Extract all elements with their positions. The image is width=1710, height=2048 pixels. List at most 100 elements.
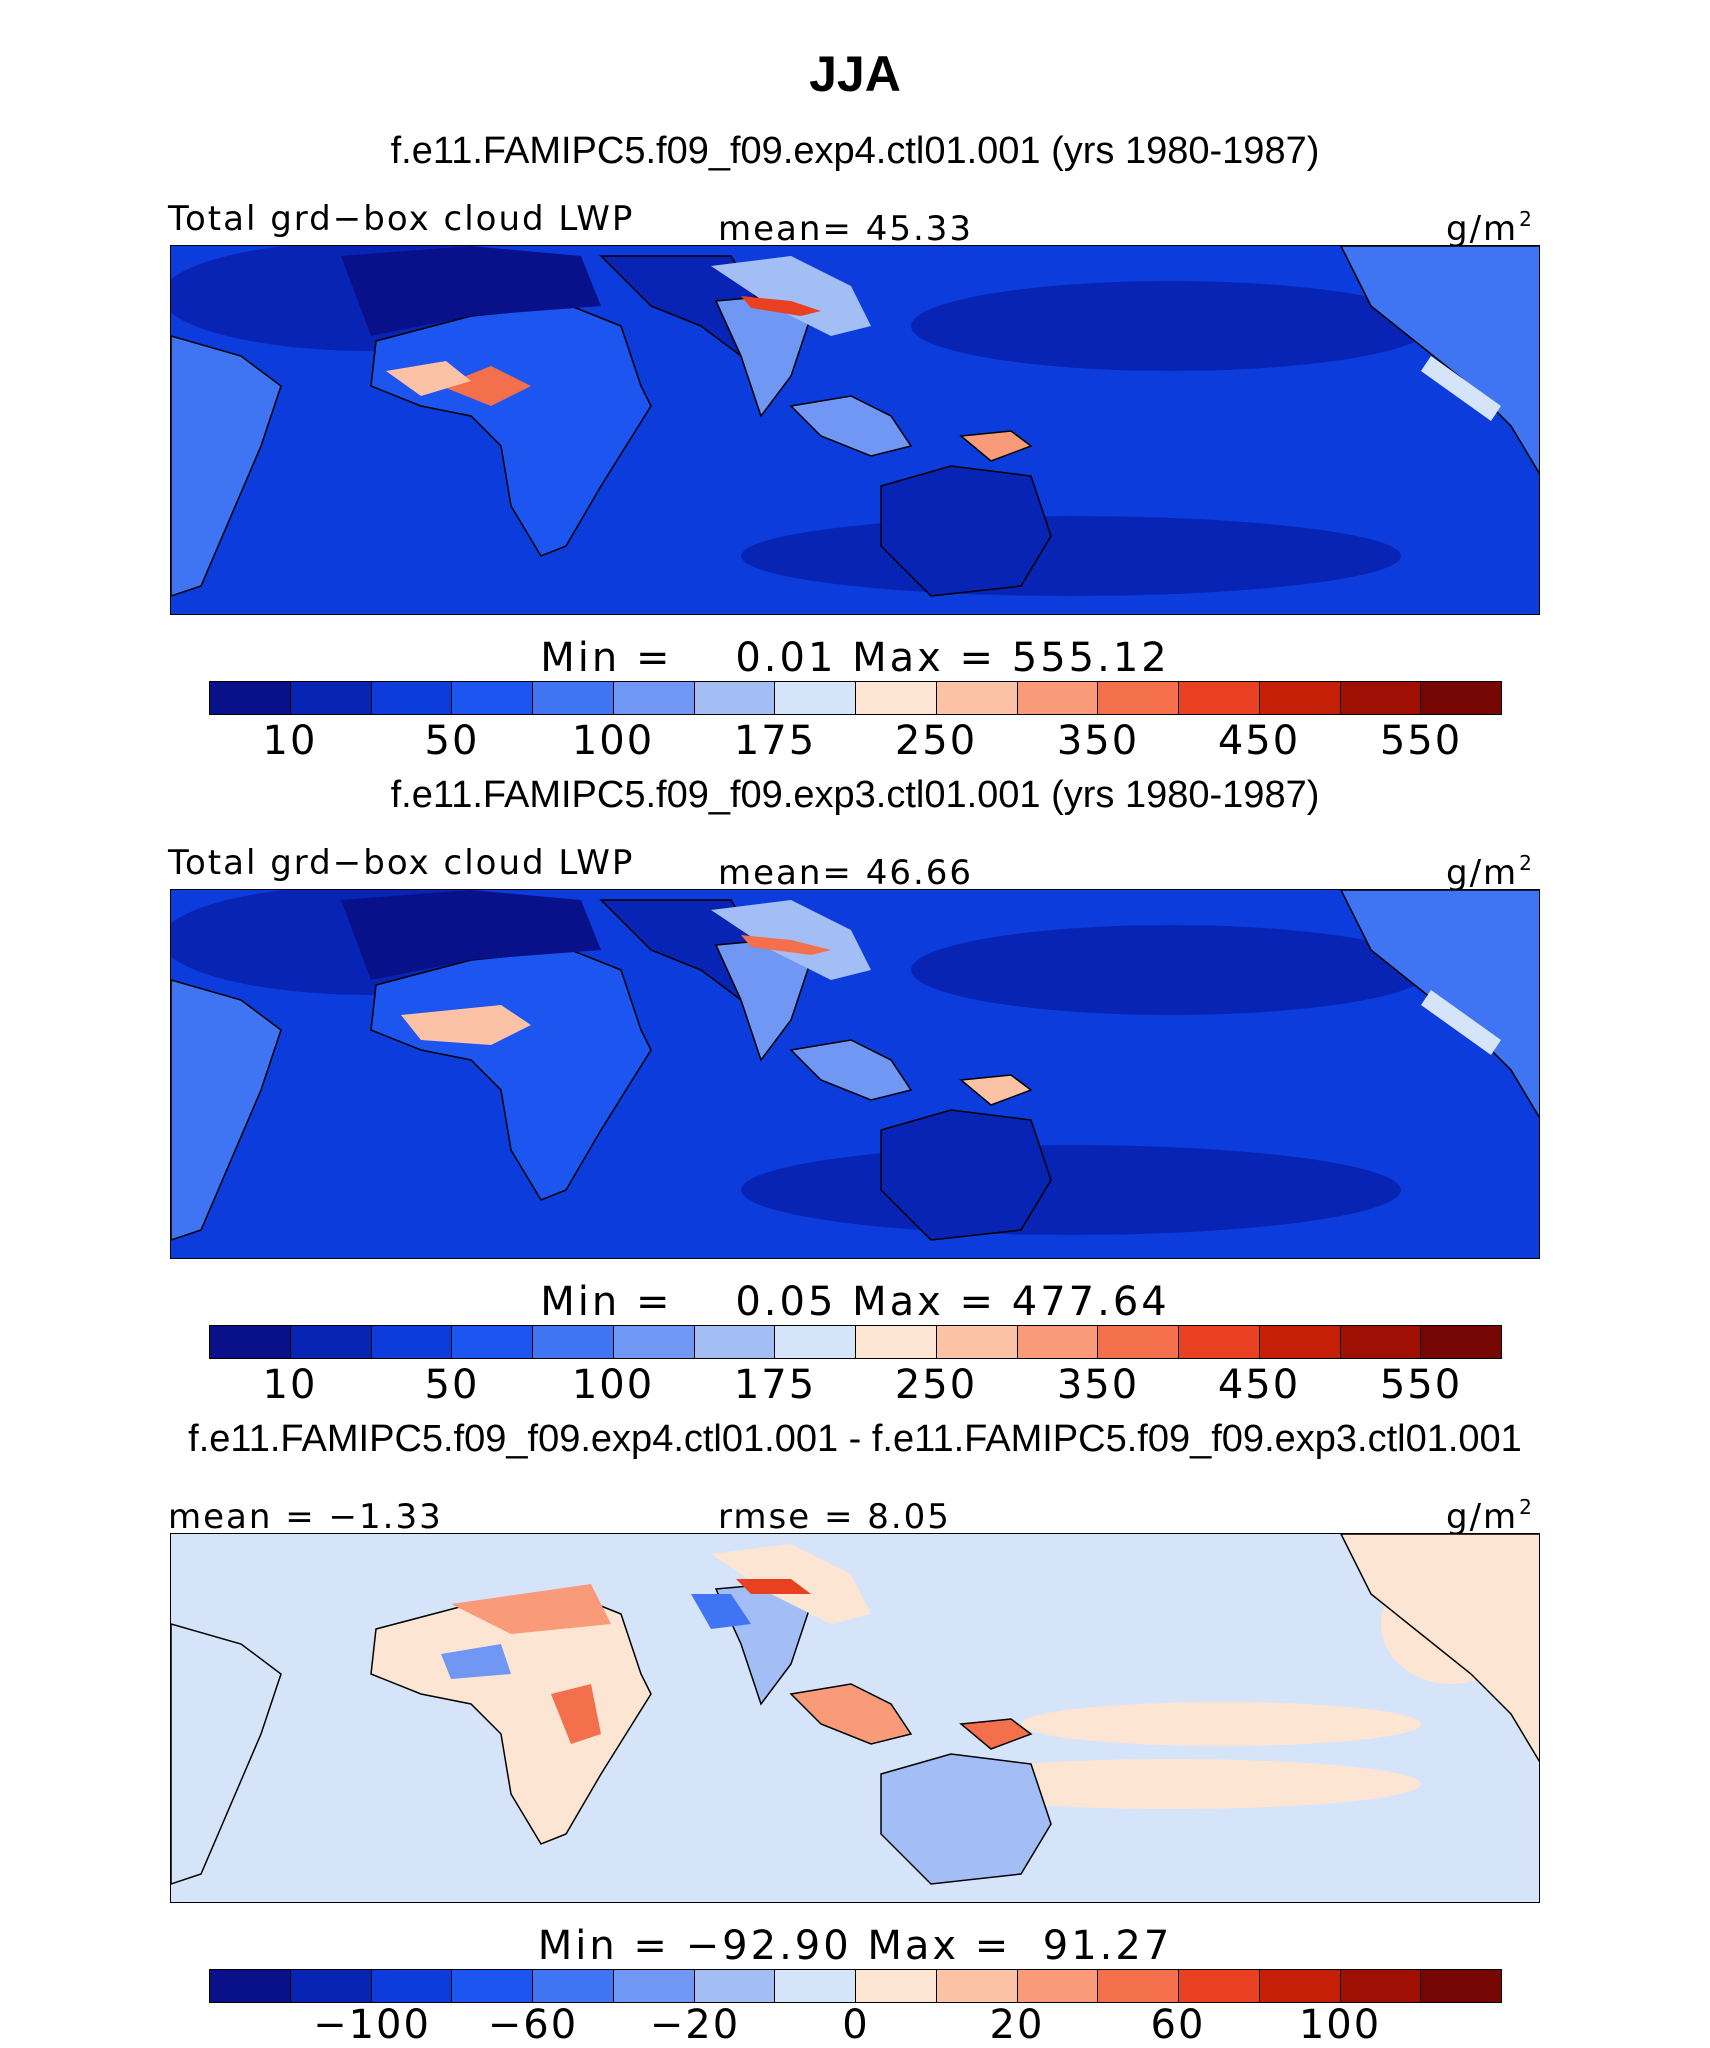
colorbar-tick: 550	[1379, 1362, 1463, 1408]
colorbar-tick: 350	[1056, 718, 1140, 764]
panel-1-title: f.e11.FAMIPC5.f09_f09.exp4.ctl01.001 (yr…	[390, 130, 1320, 172]
panel-1-min-max: Min = 0.01 Max = 555.12	[540, 635, 1170, 681]
asia-landmass	[711, 256, 871, 336]
colorbar-tick: 550	[1379, 718, 1463, 764]
colorbar-segment	[452, 682, 533, 714]
central-america-landmass	[1340, 1534, 1539, 1763]
colorbar-segment	[290, 1326, 372, 1358]
colorbar-segment	[1098, 1970, 1179, 2002]
panel-1-mean-label: mean= 45.33	[718, 209, 974, 249]
colorbar-segment	[1340, 1326, 1422, 1358]
south-pacific-positive-band	[921, 1759, 1421, 1809]
west-africa-high-lwp	[401, 1005, 531, 1045]
colorbar-segment	[210, 682, 291, 714]
colorbar-segment	[613, 1970, 695, 2002]
colorbar-tick: 50	[424, 1362, 480, 1408]
panel-2-map	[170, 889, 1540, 1259]
colorbar-segment	[856, 682, 937, 714]
panel-2-variable-label: Total grd−box cloud LWP	[168, 843, 635, 883]
panel-3-rmse-label: rmse = 8.05	[718, 1497, 951, 1537]
colorbar-segment	[1421, 1326, 1501, 1358]
colorbar-segment	[1421, 1970, 1501, 2002]
colorbar-segment	[775, 682, 856, 714]
figure-title: JJA	[809, 46, 901, 102]
colorbar-tick: 450	[1217, 718, 1301, 764]
colorbar-segment	[694, 682, 776, 714]
panel-1-colorbar	[209, 681, 1502, 715]
sahara-very-low-lwp	[341, 890, 601, 980]
colorbar-tick: 60	[1150, 2002, 1206, 2048]
maritime-continent	[789, 1039, 913, 1101]
new-guinea-positive	[959, 1718, 1033, 1750]
himalaya-high-lwp	[741, 935, 831, 955]
colorbar-tick: 175	[733, 718, 817, 764]
colorbar-segment	[1259, 1970, 1341, 2002]
colorbar-tick: 100	[1298, 2002, 1382, 2048]
colorbar-tick: 0	[842, 2002, 870, 2048]
maritime-continent	[789, 395, 913, 457]
pacific-positive-band	[1021, 1702, 1421, 1746]
sahel-positive-difference	[451, 1584, 611, 1634]
colorbar-segment	[936, 682, 1018, 714]
colorbar-segment	[452, 1326, 533, 1358]
panel-1-unit-exponent: 2	[1519, 207, 1534, 231]
panel-3-unit-exponent: 2	[1519, 1495, 1534, 1519]
panel-3-unit: g/m	[1446, 1497, 1519, 1537]
colorbar-tick: 10	[262, 718, 318, 764]
colorbar-segment	[613, 1326, 695, 1358]
colorbar-segment	[694, 1326, 776, 1358]
colorbar-segment	[1340, 682, 1422, 714]
panel-2-unit-label: g/m2	[1446, 843, 1534, 893]
central-america-high-lwp	[1421, 990, 1501, 1055]
colorbar-segment	[694, 1970, 776, 2002]
east-africa-positive-difference	[551, 1684, 601, 1744]
colorbar-tick: 350	[1056, 1362, 1140, 1408]
colorbar-segment	[1098, 1326, 1179, 1358]
colorbar-segment	[1017, 1970, 1099, 2002]
australia-landmass	[880, 1753, 1052, 1885]
colorbar-segment	[1259, 682, 1341, 714]
colorbar-tick: −20	[649, 2002, 741, 2048]
colorbar-tick: 175	[733, 1362, 817, 1408]
colorbar-segment	[1017, 682, 1099, 714]
colorbar-segment	[533, 1970, 614, 2002]
panel-3-min-max: Min = −92.90 Max = 91.27	[537, 1923, 1173, 1969]
colorbar-segment	[775, 1326, 856, 1358]
colorbar-segment	[1017, 1326, 1099, 1358]
panel-3-mean-label: mean = −1.33	[168, 1497, 443, 1537]
panel-3-map	[170, 1533, 1540, 1903]
panel-2-map-svg	[171, 890, 1539, 1258]
guinea-coast-lwp	[386, 361, 471, 396]
south-america-landmass	[171, 979, 282, 1241]
panel-2-colorbar	[209, 1325, 1502, 1359]
colorbar-segment	[613, 682, 695, 714]
colorbar-segment	[1259, 1326, 1341, 1358]
colorbar-tick: 250	[894, 718, 978, 764]
colorbar-segment	[371, 1970, 453, 2002]
australia-landmass	[880, 465, 1052, 597]
pacific-low-cloud-region	[911, 925, 1431, 1015]
colorbar-tick: 50	[424, 718, 480, 764]
colorbar-segment	[533, 682, 614, 714]
colorbar-segment	[775, 1970, 856, 2002]
south-pacific-low-cloud-region	[741, 516, 1401, 596]
panel-1-unit-label: g/m2	[1446, 199, 1534, 249]
colorbar-segment	[533, 1326, 614, 1358]
new-guinea-lwp	[959, 1074, 1033, 1106]
colorbar-segment	[1179, 682, 1260, 714]
south-pacific-low-cloud-region	[741, 1145, 1401, 1235]
panel-3-title: f.e11.FAMIPC5.f09_f09.exp4.ctl01.001 - f…	[188, 1418, 1522, 1460]
south-america-landmass	[171, 335, 282, 597]
panel-2-colorbar-ticks: 10 50 100 175 250 350 450 550	[0, 1362, 1710, 1408]
panel-1-map	[170, 245, 1540, 615]
panel-1-colorbar-ticks: 10 50 100 175 250 350 450 550	[0, 718, 1710, 764]
colorbar-segment	[210, 1970, 291, 2002]
colorbar-segment	[210, 1326, 291, 1358]
bay-of-bengal-negative	[691, 1594, 751, 1629]
colorbar-segment	[290, 1970, 372, 2002]
central-america-high-lwp	[1421, 356, 1501, 421]
himalaya-high-lwp	[741, 296, 821, 316]
australia-landmass	[880, 1109, 1052, 1241]
colorbar-segment	[1340, 1970, 1422, 2002]
maritime-continent-positive	[789, 1683, 913, 1745]
